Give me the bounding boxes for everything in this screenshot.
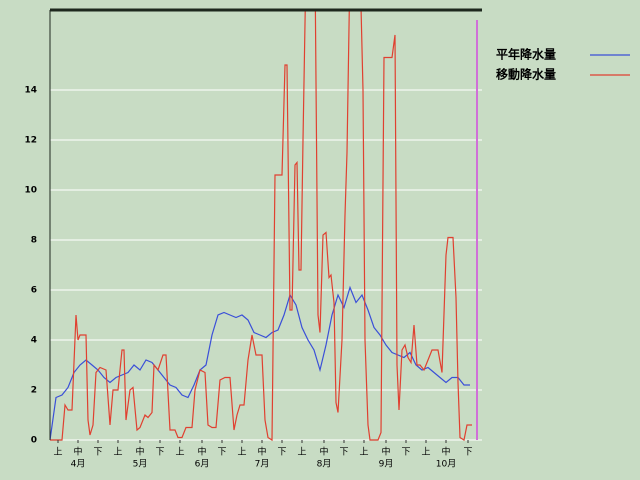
grid bbox=[50, 89, 482, 441]
x-tick-label: 上 bbox=[421, 447, 430, 458]
legend-label: 移動降水量 bbox=[496, 67, 556, 82]
x-tick-label: 下 bbox=[155, 448, 164, 458]
x-tick-label: 上 bbox=[113, 447, 122, 458]
x-tick-label: 上 bbox=[297, 447, 306, 458]
series-line bbox=[50, 11, 472, 442]
month-label: 7月 bbox=[255, 459, 270, 470]
y-tick-label: 6 bbox=[31, 286, 37, 296]
month-label: 9月 bbox=[379, 459, 394, 470]
x-tick-label: 中 bbox=[257, 446, 266, 458]
x-tick-label: 中 bbox=[319, 446, 328, 458]
x-tick-label: 上 bbox=[237, 447, 246, 458]
y-tick-label: 14 bbox=[24, 86, 37, 96]
y-tick-label: 4 bbox=[31, 336, 37, 346]
x-tick-label: 上 bbox=[53, 447, 62, 458]
y-tick-label: 2 bbox=[31, 386, 37, 396]
x-tick-label: 下 bbox=[463, 448, 472, 458]
y-tick-label: 8 bbox=[31, 236, 37, 246]
x-tick-label: 上 bbox=[175, 447, 184, 458]
x-tick-label: 下 bbox=[339, 448, 348, 458]
x-tick-label: 下 bbox=[93, 448, 102, 458]
x-tick-label: 上 bbox=[359, 447, 368, 458]
month-label: 6月 bbox=[195, 459, 210, 470]
x-tick-label: 下 bbox=[217, 448, 226, 458]
plot-lines bbox=[50, 11, 472, 442]
x-tick-label: 中 bbox=[135, 446, 144, 458]
series-line bbox=[50, 285, 470, 441]
x-tick-label: 下 bbox=[277, 448, 286, 458]
month-label: 8月 bbox=[317, 459, 332, 470]
y-tick-label: 10 bbox=[24, 186, 37, 196]
month-label: 10月 bbox=[436, 459, 456, 470]
legend-label: 平年降水量 bbox=[496, 47, 556, 62]
x-tick-label: 中 bbox=[441, 446, 450, 458]
x-tick-label: 中 bbox=[73, 446, 82, 458]
y-tick-label: 0 bbox=[31, 436, 37, 446]
month-label: 5月 bbox=[133, 459, 148, 470]
y-tick-label: 12 bbox=[24, 136, 37, 146]
x-tick-label: 中 bbox=[381, 446, 390, 458]
month-label: 4月 bbox=[71, 459, 86, 470]
x-tick-label: 下 bbox=[401, 448, 410, 458]
x-tick-label: 中 bbox=[197, 446, 206, 458]
